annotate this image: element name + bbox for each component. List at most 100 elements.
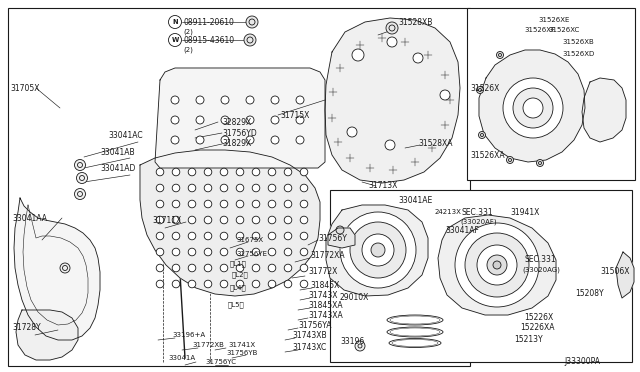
Circle shape	[171, 136, 179, 144]
Circle shape	[236, 200, 244, 208]
Text: 〈L1〉: 〈L1〉	[230, 261, 247, 267]
Circle shape	[252, 200, 260, 208]
Circle shape	[196, 116, 204, 124]
Bar	[330, 190, 632, 362]
Circle shape	[485, 211, 495, 221]
Text: 31526X: 31526X	[470, 83, 499, 93]
Circle shape	[156, 232, 164, 240]
Text: 31845XA: 31845XA	[308, 301, 342, 311]
Circle shape	[220, 168, 228, 176]
Circle shape	[252, 168, 260, 176]
Text: 31526XD: 31526XD	[562, 51, 595, 57]
Text: 31526XF: 31526XF	[524, 27, 555, 33]
Text: 31526XE: 31526XE	[538, 17, 570, 23]
Circle shape	[172, 200, 180, 208]
Circle shape	[220, 248, 228, 256]
Polygon shape	[14, 198, 100, 340]
Text: 31941X: 31941X	[510, 208, 540, 217]
Text: 15213Y: 15213Y	[514, 336, 543, 344]
Circle shape	[513, 88, 553, 128]
Circle shape	[497, 51, 504, 58]
Circle shape	[172, 232, 180, 240]
Text: 33041AB: 33041AB	[100, 148, 134, 157]
Text: 31756Y: 31756Y	[318, 234, 347, 243]
Circle shape	[204, 232, 212, 240]
Circle shape	[300, 264, 308, 272]
Circle shape	[284, 280, 292, 288]
Circle shape	[271, 116, 279, 124]
Text: 31772XA: 31772XA	[310, 250, 344, 260]
Text: 31756YB: 31756YB	[226, 350, 257, 356]
Text: 〈L2〉: 〈L2〉	[232, 272, 249, 278]
Circle shape	[355, 341, 365, 351]
Circle shape	[300, 168, 308, 176]
Text: 15208Y: 15208Y	[575, 289, 604, 298]
Text: 15226X: 15226X	[524, 314, 553, 323]
Text: 32829X: 32829X	[222, 118, 252, 126]
Text: 〈L5〉: 〈L5〉	[228, 302, 244, 308]
Text: 31741X: 31741X	[228, 342, 255, 348]
Text: 33041AC: 33041AC	[108, 131, 143, 140]
Text: 15226XA: 15226XA	[520, 324, 554, 333]
Text: 33041AA: 33041AA	[12, 214, 47, 222]
Circle shape	[296, 96, 304, 104]
Circle shape	[221, 116, 229, 124]
Text: 31526XC: 31526XC	[548, 27, 579, 33]
Circle shape	[236, 264, 244, 272]
Text: 33041AF: 33041AF	[445, 225, 479, 234]
Polygon shape	[16, 310, 78, 360]
Circle shape	[252, 232, 260, 240]
Circle shape	[340, 212, 416, 288]
Text: 08915-43610: 08915-43610	[183, 35, 234, 45]
Circle shape	[171, 116, 179, 124]
Circle shape	[74, 160, 86, 170]
Circle shape	[479, 131, 486, 138]
Circle shape	[300, 216, 308, 224]
Text: 31845X: 31845X	[310, 282, 339, 291]
Circle shape	[268, 216, 276, 224]
Text: 33041AD: 33041AD	[100, 164, 136, 173]
Text: 31728Y: 31728Y	[12, 324, 40, 333]
Circle shape	[204, 200, 212, 208]
Circle shape	[414, 224, 422, 232]
Circle shape	[252, 216, 260, 224]
Circle shape	[284, 200, 292, 208]
Circle shape	[300, 200, 308, 208]
Text: 33041A: 33041A	[168, 355, 195, 361]
Text: 31756YD: 31756YD	[222, 128, 257, 138]
Circle shape	[236, 232, 244, 240]
Text: 31743XB: 31743XB	[292, 330, 326, 340]
Text: SEC.331: SEC.331	[525, 256, 557, 264]
Text: 31705X: 31705X	[10, 83, 40, 93]
Circle shape	[188, 168, 196, 176]
Circle shape	[350, 222, 406, 278]
Circle shape	[188, 200, 196, 208]
Circle shape	[417, 210, 427, 220]
Circle shape	[188, 280, 196, 288]
Circle shape	[156, 168, 164, 176]
Circle shape	[156, 264, 164, 272]
Circle shape	[268, 232, 276, 240]
Text: 33196: 33196	[340, 337, 364, 346]
Circle shape	[440, 90, 450, 100]
Polygon shape	[325, 18, 460, 183]
Bar	[467, 8, 635, 180]
Text: 24213X: 24213X	[435, 209, 462, 215]
Text: 31526XB: 31526XB	[562, 39, 594, 45]
Circle shape	[300, 184, 308, 192]
Circle shape	[156, 184, 164, 192]
Polygon shape	[616, 252, 634, 298]
Circle shape	[168, 16, 182, 29]
Circle shape	[387, 37, 397, 47]
Circle shape	[172, 280, 180, 288]
Circle shape	[172, 216, 180, 224]
Circle shape	[477, 245, 517, 285]
Circle shape	[188, 232, 196, 240]
Text: 31715X: 31715X	[280, 110, 309, 119]
Circle shape	[236, 168, 244, 176]
Polygon shape	[582, 78, 626, 142]
Circle shape	[204, 184, 212, 192]
Text: 31526XA: 31526XA	[470, 151, 504, 160]
Circle shape	[74, 189, 86, 199]
Circle shape	[246, 96, 254, 104]
